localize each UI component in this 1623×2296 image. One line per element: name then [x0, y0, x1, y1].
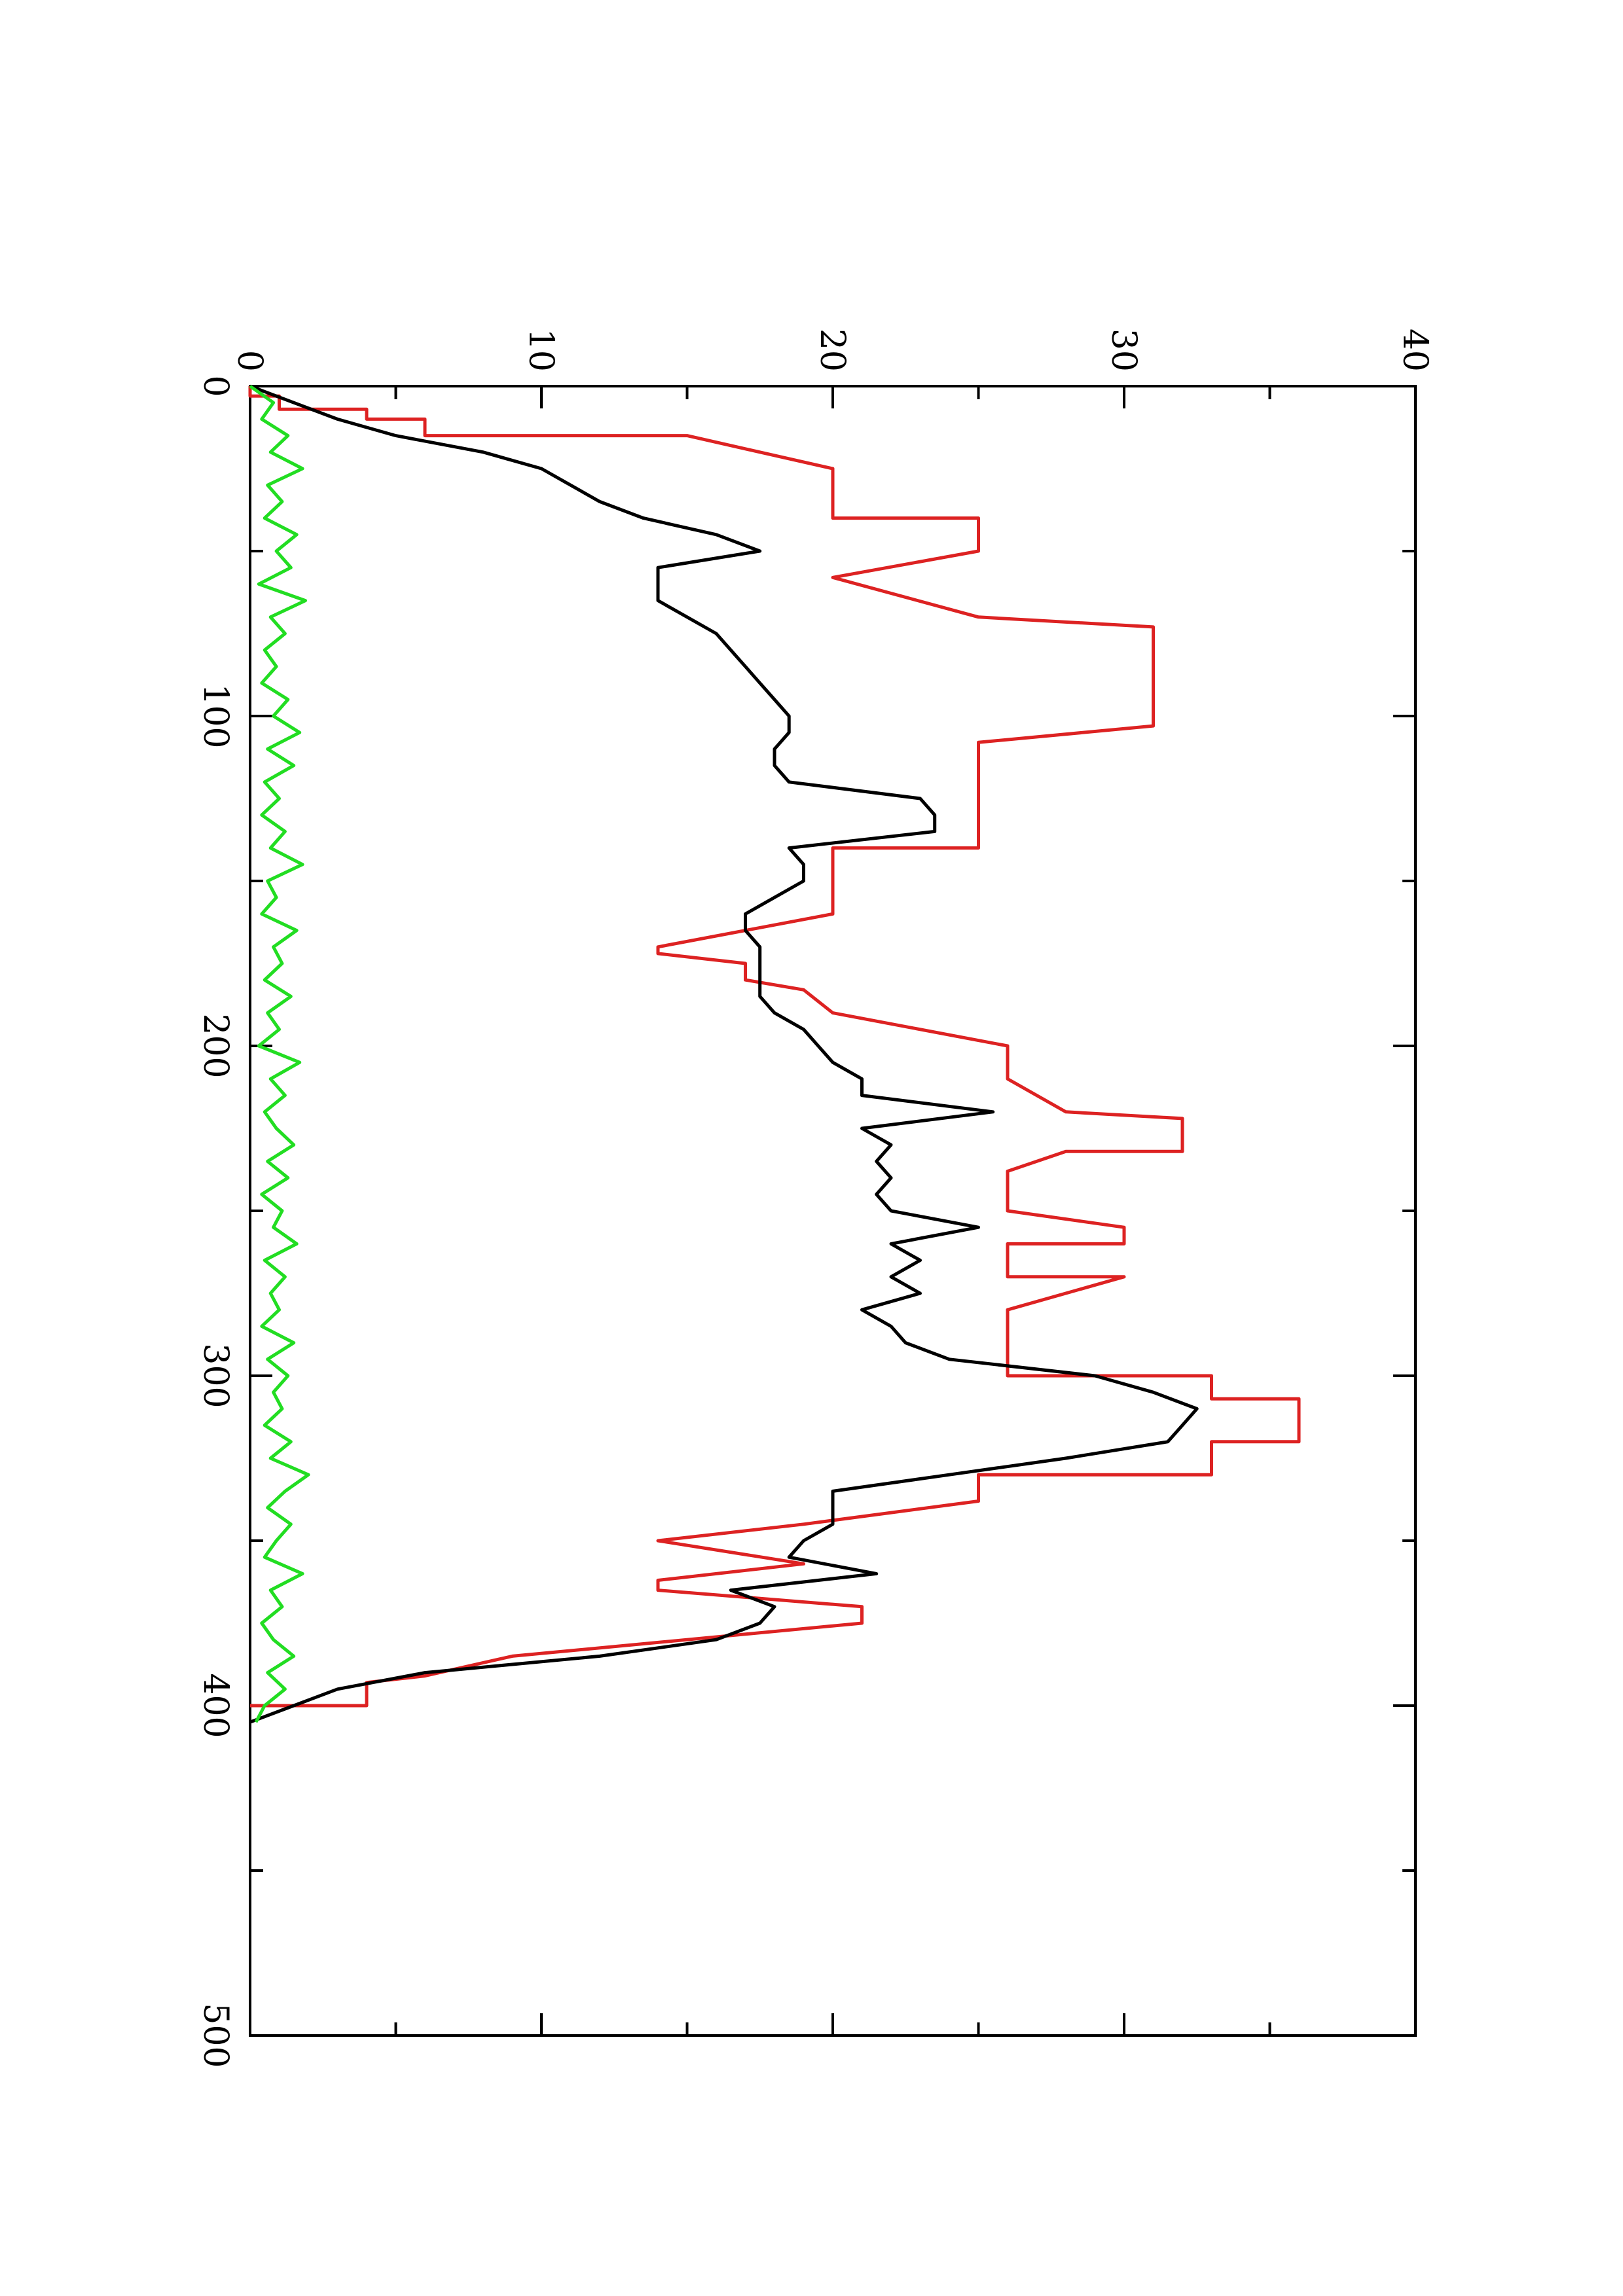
plot-frame — [249, 385, 1417, 2037]
tick-labels: 0 100 200 300 400 500 0 10 20 30 40 — [196, 329, 1434, 2068]
x-tick-label: 100 — [196, 683, 235, 748]
series-red-line — [248, 386, 1301, 1708]
y-tick-label: 0 — [230, 350, 269, 372]
y-tick-label: 30 — [1104, 329, 1143, 372]
x-tick-label: 500 — [196, 2003, 235, 2068]
x-tick-label: 200 — [196, 1013, 235, 1078]
y-tick-label: 10 — [521, 329, 560, 372]
y-tick-label: 40 — [1395, 329, 1434, 372]
series-group — [248, 384, 1301, 1724]
y-tick-label: 20 — [812, 329, 852, 372]
series-green-line — [249, 384, 310, 1723]
x-tick-label: 300 — [196, 1343, 235, 1408]
x-tick-label: 0 — [196, 375, 235, 397]
axis-ticks — [249, 385, 1417, 2037]
x-tick-label: 400 — [196, 1673, 235, 1738]
series-black-line — [249, 384, 1199, 1724]
